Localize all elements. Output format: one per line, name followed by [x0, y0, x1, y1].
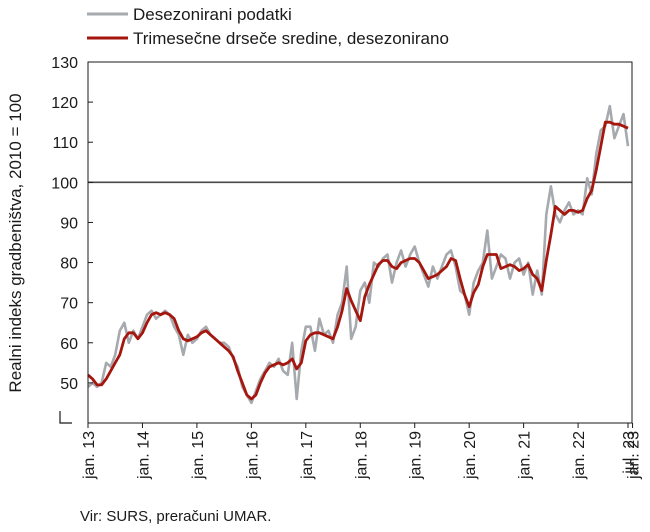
series-desezonirani-line	[87, 104, 630, 405]
y-tick-label: 60	[60, 336, 78, 353]
axes	[87, 61, 634, 428]
y-tick-label: 70	[60, 296, 78, 313]
x-tick-labels: jan. 13 jan. 14 jan. 15 jan. 16 jan. 17 jan. …	[81, 431, 643, 480]
y-tick-label: 120	[51, 95, 78, 112]
series-layer	[87, 104, 630, 405]
x-tick-label: jan. 23	[626, 431, 643, 480]
x-tick-label: jan. 16	[244, 431, 261, 480]
y-tick-label: 90	[60, 215, 78, 232]
y-tick-label: 100	[51, 175, 78, 192]
x-tick-label: jan. 15	[190, 431, 207, 480]
x-tick-label: jan. 17	[299, 431, 316, 480]
x-tick-label: jan. 13	[81, 431, 98, 480]
y-tick-label: 50	[60, 376, 78, 393]
y-tick-label: 130	[51, 55, 78, 72]
x-tick-label: jan. 18	[353, 431, 370, 480]
legend-label-desezonirani: Desezonirani podatki	[133, 5, 292, 24]
x-tick-label: jan. 21	[517, 431, 534, 480]
y-tick-labels: 50 60 70 80 90 100 110 120 130	[51, 55, 78, 393]
series-drsece-sredine-line	[87, 120, 629, 401]
y-tick-label: 80	[60, 256, 78, 273]
x-tick-label: jan. 19	[408, 431, 425, 480]
x-tick-label: jan. 22	[571, 431, 588, 480]
x-tick-label: jul. 23	[621, 431, 638, 475]
y-tick-label: 110	[52, 135, 78, 152]
axis-break-marker	[59, 411, 72, 424]
legend: Desezonirani podatki Trimesečne drseče s…	[87, 5, 449, 48]
source-note: Vir: SURS, preračuni UMAR.	[80, 508, 272, 525]
y-axis-title: Realni indeks gradbeništva, 2010 = 100	[6, 93, 25, 392]
x-tick-label: jan. 20	[462, 431, 479, 480]
x-tick-label: jan. 14	[135, 431, 152, 480]
legend-label-drsece-sredine: Trimesečne drseče sredine, desezonirano	[133, 29, 449, 48]
